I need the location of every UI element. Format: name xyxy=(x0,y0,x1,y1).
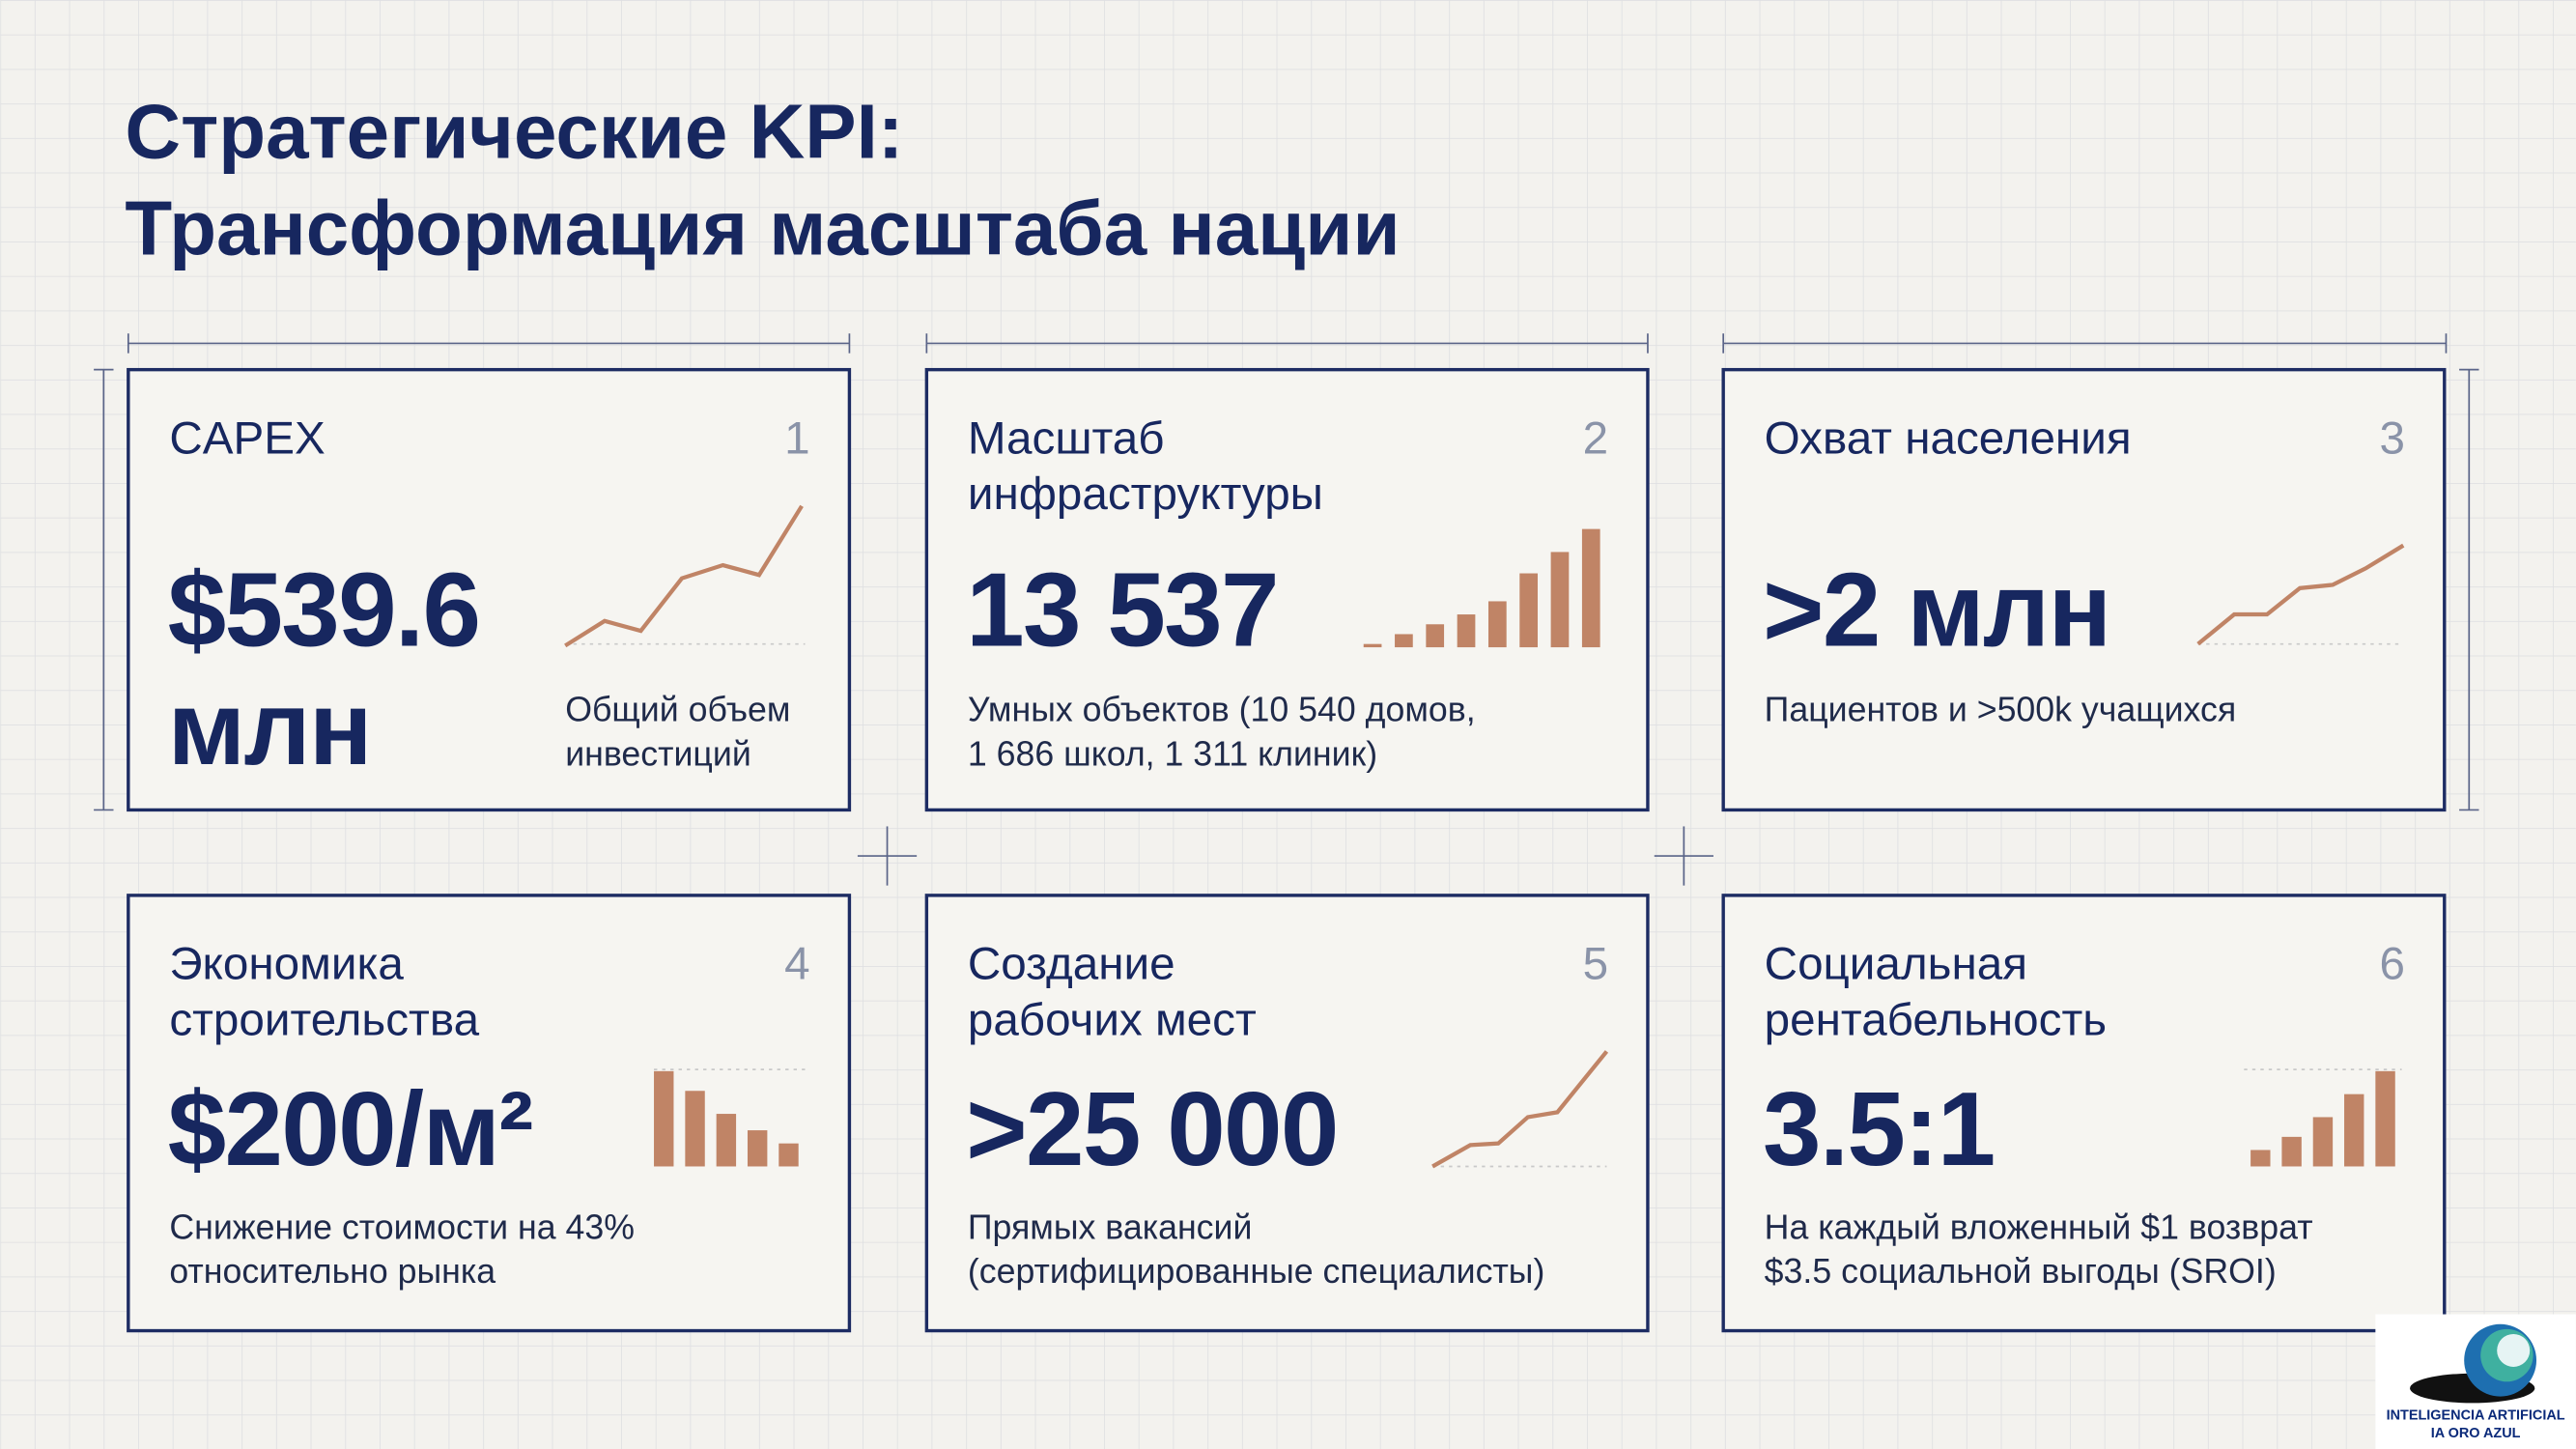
card-label: Охват населения xyxy=(1765,412,2132,464)
kpi-value: >2 млн xyxy=(1763,551,2109,668)
kpi-description: $3.5 социальной выгоды (SROI) xyxy=(1765,1252,2277,1291)
logo: INTELIGENCIA ARTIFICIAL IA ORO AZUL xyxy=(2375,1314,2576,1449)
kpi-value: 13 537 xyxy=(966,551,1278,668)
card-label: CAPEX xyxy=(169,412,325,464)
kpi-description: (сертифицированные специалисты) xyxy=(968,1252,1545,1291)
kpi-description: Общий объем xyxy=(565,691,790,729)
kpi-value: 3.5:1 xyxy=(1763,1070,1995,1188)
card-number: 4 xyxy=(784,939,809,990)
kpi-card xyxy=(1721,367,2447,812)
kpi-description: Пациентов и >500k учащихся xyxy=(1765,691,2237,729)
kpi-description: Снижение стоимости на 43% xyxy=(169,1208,635,1246)
logo-text: INTELIGENCIA ARTIFICIAL xyxy=(2387,1407,2565,1423)
card-label: инфраструктуры xyxy=(968,469,1323,520)
kpi-description: относительно рынка xyxy=(169,1252,495,1291)
card-label: Социальная xyxy=(1765,939,2027,990)
card-label: рабочих мест xyxy=(968,994,1257,1045)
logo-text: IA ORO AZUL xyxy=(2431,1426,2521,1441)
kpi-description: инвестиций xyxy=(565,735,751,774)
kpi-description: 1 686 школ, 1 311 клиник) xyxy=(968,735,1377,774)
kpi-card xyxy=(924,894,1650,1333)
kpi-value: млн xyxy=(168,669,371,787)
decorative-charts xyxy=(564,504,2405,1169)
kpi-card xyxy=(127,894,852,1333)
card-label: Создание xyxy=(968,939,1175,990)
card-label: рентабельность xyxy=(1765,994,2107,1045)
kpi-description: Умных объектов (10 540 домов, xyxy=(968,691,1476,729)
title-line: Стратегические KPI: xyxy=(125,88,903,174)
kpi-card xyxy=(1721,894,2447,1333)
card-number: 3 xyxy=(2379,412,2404,464)
card-label: Масштаб xyxy=(968,412,1165,464)
kpi-description: Прямых вакансий xyxy=(968,1208,1253,1246)
card-label: строительства xyxy=(169,994,479,1045)
card-number: 1 xyxy=(784,412,809,464)
title-line: Трансформация масштаба нации xyxy=(125,185,1400,271)
kpi-card xyxy=(127,367,852,812)
card-number: 6 xyxy=(2379,939,2404,990)
kpi-value: >25 000 xyxy=(966,1070,1338,1188)
dimension-lines xyxy=(94,333,2479,886)
kpi-value: $200/м² xyxy=(168,1070,532,1188)
card-number: 5 xyxy=(1583,939,1608,990)
kpi-description: На каждый вложенный $1 возврат xyxy=(1765,1208,2313,1246)
card-label: Экономика xyxy=(169,939,404,990)
card-number: 2 xyxy=(1583,412,1608,464)
kpi-value: $539.6 xyxy=(168,551,480,668)
